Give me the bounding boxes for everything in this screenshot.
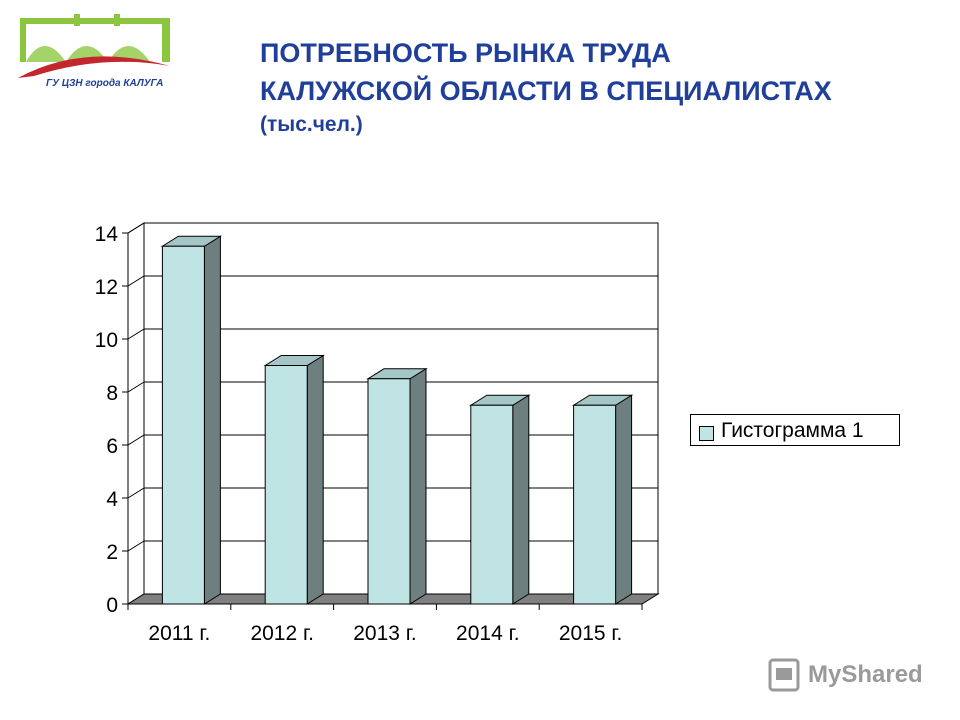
- legend-label: Гистограмма 1: [721, 419, 864, 442]
- bar-side: [512, 394, 530, 605]
- gridline-side: [127, 222, 145, 234]
- bar: [264, 365, 308, 605]
- x-tick-label: 2011 г.: [148, 622, 210, 645]
- page-title: ПОТРЕБНОСТЬ РЫНКА ТРУДА КАЛУЖСКОЙ ОБЛАСТ…: [260, 34, 832, 140]
- y-tick-label: 10: [95, 329, 118, 352]
- y-tick-label: 14: [95, 223, 119, 246]
- logo-text: ГУ ЦЗН города КАЛУГА: [46, 78, 164, 89]
- x-tick-label: 2014 г.: [456, 622, 519, 645]
- y-tick-label: 0: [106, 594, 118, 617]
- gridline-side: [127, 381, 145, 393]
- bar: [367, 378, 411, 605]
- gridline-side: [127, 434, 145, 446]
- bar: [573, 404, 617, 605]
- bar-side: [203, 235, 221, 605]
- x-tick-label: 2013 г.: [353, 622, 416, 645]
- chart-legend: Гистограмма 1: [690, 414, 900, 446]
- legend-swatch: [699, 426, 714, 441]
- title-line-2: КАЛУЖСКОЙ ОБЛАСТИ В СПЕЦИАЛИСТАХ: [260, 76, 832, 106]
- bar-side: [306, 354, 324, 605]
- swoosh-icon: [18, 56, 170, 78]
- x-tick-label: 2015 г.: [559, 622, 622, 645]
- x-tick-label: 2012 г.: [250, 622, 313, 645]
- title-unit: (тыс.чел.): [260, 113, 363, 136]
- bar: [470, 404, 514, 605]
- gridline-side: [127, 540, 145, 552]
- gridline-side: [127, 275, 145, 287]
- plot-left-wall: [127, 222, 145, 605]
- gridline-side: [127, 328, 145, 340]
- bar: [161, 245, 205, 605]
- y-tick-label: 8: [106, 382, 118, 405]
- y-tick-label: 12: [95, 276, 118, 299]
- y-tick-label: 2: [106, 541, 118, 564]
- gridline-side: [127, 487, 145, 499]
- title-line-1: ПОТРЕБНОСТЬ РЫНКА ТРУДА: [260, 38, 671, 68]
- myshared-logo-icon: [768, 658, 800, 692]
- logo: [18, 14, 170, 78]
- watermark-text: MyShared: [808, 661, 923, 688]
- bar-side: [409, 367, 427, 605]
- y-tick-label: 4: [106, 488, 118, 511]
- bar-side: [615, 394, 633, 605]
- y-tick-label: 6: [106, 435, 118, 458]
